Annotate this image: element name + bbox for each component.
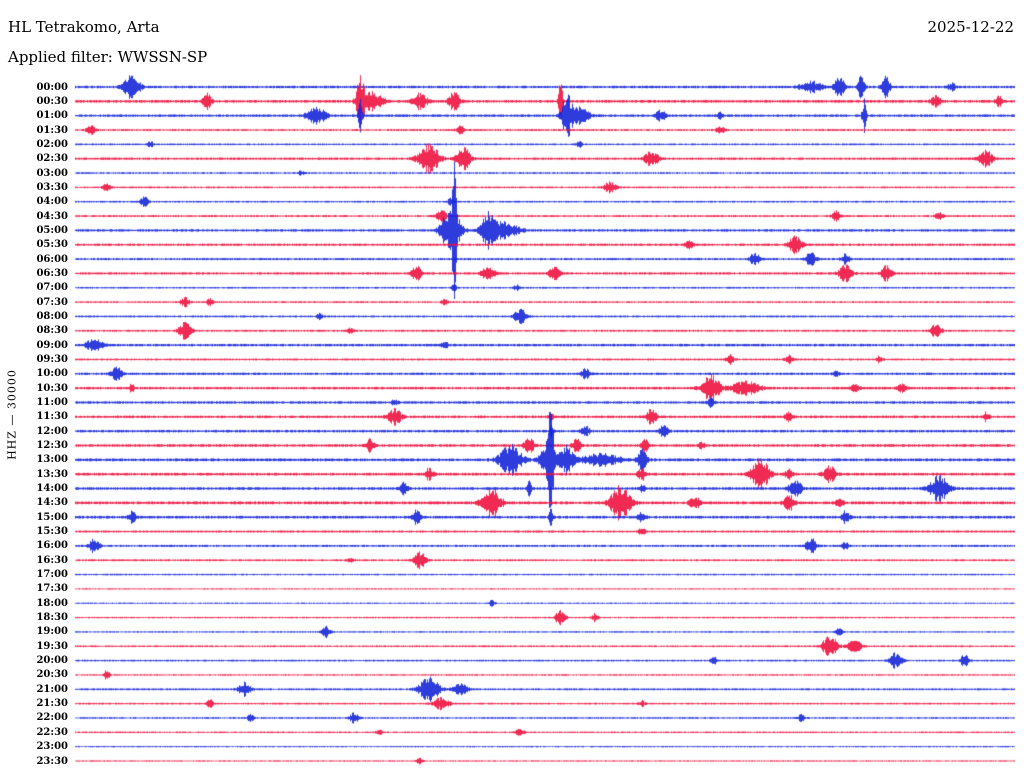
- time-label: 10:30: [36, 382, 68, 394]
- time-label: 09:00: [36, 339, 68, 351]
- time-label: 13:30: [36, 468, 68, 480]
- time-label: 01:30: [36, 124, 68, 136]
- time-label: 01:00: [36, 110, 68, 122]
- time-label: 06:30: [36, 267, 68, 279]
- time-label: 16:30: [36, 554, 68, 566]
- time-label: 23:30: [36, 755, 68, 767]
- time-label: 22:30: [36, 726, 68, 738]
- time-label: 11:00: [36, 396, 68, 408]
- time-label: 21:00: [36, 683, 68, 695]
- time-label: 08:00: [36, 310, 68, 322]
- time-label: 16:00: [36, 540, 68, 552]
- time-label: 02:30: [36, 153, 68, 165]
- time-label: 21:30: [36, 698, 68, 710]
- time-label: 18:30: [36, 612, 68, 624]
- time-label: 12:00: [36, 425, 68, 437]
- time-label: 14:30: [36, 497, 68, 509]
- time-label: 02:00: [36, 138, 68, 150]
- time-label: 20:00: [36, 655, 68, 667]
- time-label: 17:30: [36, 583, 68, 595]
- time-label: 00:30: [36, 95, 68, 107]
- time-label: 08:30: [36, 325, 68, 337]
- time-label: 22:00: [36, 712, 68, 724]
- time-label: 15:30: [36, 526, 68, 538]
- time-label: 04:00: [36, 196, 68, 208]
- time-label: 07:00: [36, 282, 68, 294]
- time-label: 14:00: [36, 483, 68, 495]
- time-label: 03:00: [36, 167, 68, 179]
- time-label: 05:00: [36, 224, 68, 236]
- time-label: 09:30: [36, 353, 68, 365]
- time-label: 05:30: [36, 239, 68, 251]
- time-label: 06:00: [36, 253, 68, 265]
- time-label: 17:00: [36, 569, 68, 581]
- time-label: 19:30: [36, 640, 68, 652]
- time-label: 15:00: [36, 511, 68, 523]
- time-label: 13:00: [36, 454, 68, 466]
- time-label: 18:00: [36, 597, 68, 609]
- time-label: 07:30: [36, 296, 68, 308]
- time-label: 10:00: [36, 368, 68, 380]
- time-label: 20:30: [36, 669, 68, 681]
- time-label: 11:30: [36, 411, 68, 423]
- time-label: 12:30: [36, 440, 68, 451]
- time-label: 03:30: [36, 181, 68, 193]
- time-label: 00:00: [36, 81, 68, 93]
- time-label: 23:00: [36, 741, 68, 753]
- time-label: 04:30: [36, 210, 68, 222]
- time-label: 19:00: [36, 626, 68, 638]
